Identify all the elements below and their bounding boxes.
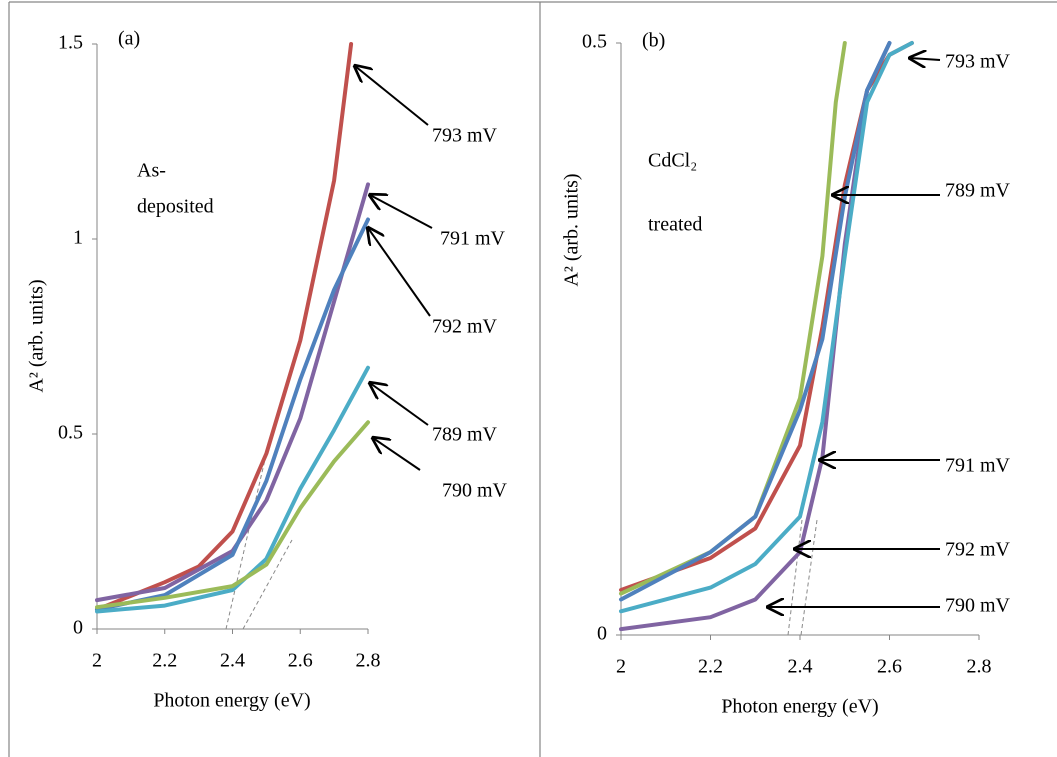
- x-tick-label: 2.4: [788, 656, 813, 678]
- series-label: 789 mV: [945, 180, 1011, 202]
- series-label: 791 mV: [945, 455, 1011, 477]
- y-tick-label: 1: [73, 227, 83, 249]
- y-axis-title: A² (arb. units): [561, 173, 583, 286]
- series-line: [619, 41, 914, 614]
- x-tick-label: 2.6: [877, 656, 902, 678]
- series-label: 793 mV: [432, 125, 498, 147]
- x-tick-label: 2.6: [288, 650, 313, 672]
- series-line: [619, 41, 914, 592]
- arrow: [355, 66, 429, 126]
- x-tick-label: 2: [616, 656, 626, 678]
- panel-label: (b): [642, 30, 665, 52]
- panel-note: As-: [137, 160, 166, 182]
- panel-note: treated: [648, 214, 702, 236]
- panel-borders: [8, 1, 1057, 757]
- arrow: [370, 383, 429, 426]
- series-label: 793 mV: [945, 51, 1011, 73]
- x-axis-title: Photon energy (eV): [153, 690, 310, 712]
- series-line: [95, 217, 370, 612]
- series-label: 789 mV: [432, 424, 498, 446]
- arrow: [910, 58, 941, 60]
- x-tick-label: 2.2: [152, 650, 177, 672]
- panel-label: (a): [118, 28, 140, 50]
- y-axis-title: A² (arb. units): [26, 279, 48, 392]
- x-tick-label: 2.8: [356, 650, 381, 672]
- x-tick-label: 2.2: [698, 656, 723, 678]
- series-line: [619, 41, 892, 632]
- y-tick-label: 0.5: [582, 31, 607, 53]
- series-line: [619, 41, 892, 602]
- panel-note: deposited: [137, 196, 214, 218]
- y-tick-label: 0.5: [58, 422, 83, 444]
- series-label: 791 mV: [440, 228, 506, 250]
- x-tick-label: 2.4: [220, 650, 245, 672]
- y-tick-label: 0: [73, 617, 83, 639]
- series-label: 790 mV: [442, 480, 508, 502]
- x-axis-title: Photon energy (eV): [721, 696, 878, 718]
- arrow: [370, 195, 433, 229]
- x-tick-label: 2.8: [967, 656, 992, 678]
- series-label: 790 mV: [945, 595, 1011, 617]
- tangent-lines: [225, 454, 818, 636]
- series-line: [95, 420, 370, 610]
- series-line: [95, 182, 370, 603]
- series-label: 792 mV: [945, 539, 1011, 561]
- panel-note: CdCl₂: [648, 150, 697, 172]
- arrow: [373, 438, 421, 471]
- series-line: [95, 42, 354, 612]
- y-tick-label: 1.5: [58, 32, 83, 54]
- series-line: [95, 365, 370, 614]
- x-tick-label: 2: [92, 650, 102, 672]
- series-label: 792 mV: [432, 316, 498, 338]
- y-tick-label: 0: [597, 623, 607, 645]
- arrow: [368, 228, 431, 317]
